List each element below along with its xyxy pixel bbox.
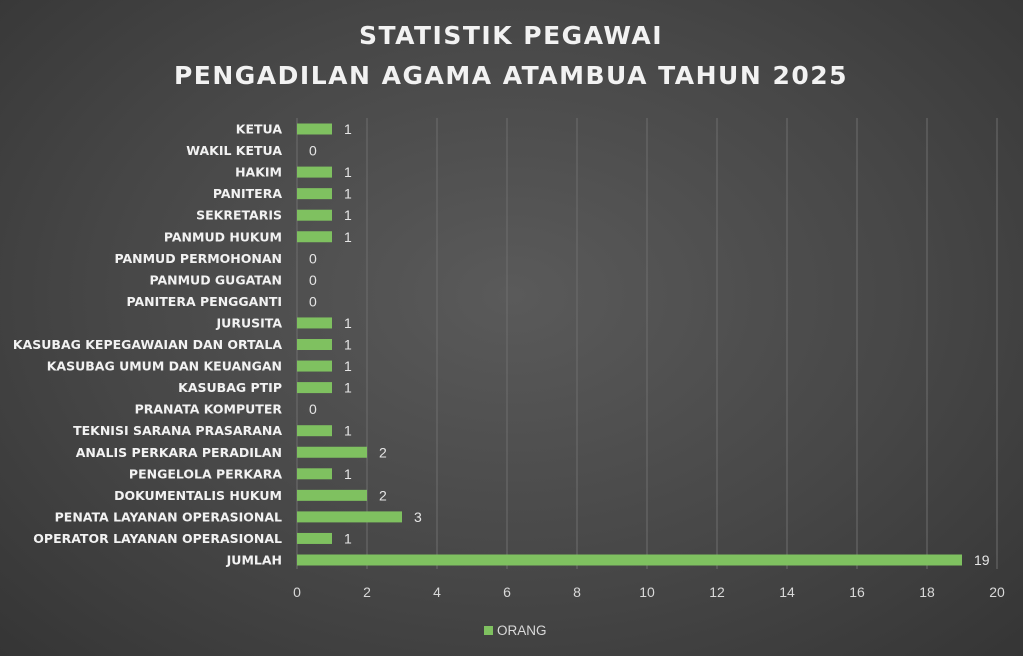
data-label-13: 0 xyxy=(309,401,317,417)
category-label-13: PRANATA KOMPUTER xyxy=(135,402,283,417)
bar-12 xyxy=(297,382,332,394)
data-label-19: 1 xyxy=(344,530,352,546)
category-label-15: ANALIS PERKARA PERADILAN xyxy=(76,445,282,460)
data-label-11: 1 xyxy=(344,358,352,374)
bar-20 xyxy=(297,554,962,566)
bar-18 xyxy=(297,511,402,523)
x-tick-label-20: 20 xyxy=(989,584,1005,600)
data-label-18: 3 xyxy=(414,509,422,525)
category-label-4: SEKRETARIS xyxy=(196,208,282,223)
bar-15 xyxy=(297,446,367,458)
data-label-1: 0 xyxy=(309,143,317,159)
bar-10 xyxy=(297,339,332,350)
bar-11 xyxy=(297,360,332,372)
legend[interactable]: ORANG xyxy=(484,623,547,638)
category-label-17: DOKUMENTALIS HUKUM xyxy=(114,488,282,503)
category-label-1: WAKIL KETUA xyxy=(186,143,282,158)
category-label-20: JUMLAH xyxy=(226,553,282,568)
data-labels: 1 0 1 1 1 1 0 0 0 1 1 1 1 0 1 2 1 2 3 1 19 xyxy=(309,121,990,568)
data-label-14: 1 xyxy=(344,423,352,439)
data-label-20: 19 xyxy=(974,552,990,568)
data-label-6: 0 xyxy=(309,250,317,266)
x-tick-label-4: 4 xyxy=(433,584,441,600)
x-tick-label-0: 0 xyxy=(293,584,301,600)
bars xyxy=(297,123,962,566)
legend-swatch-orang xyxy=(484,626,493,635)
category-label-14: TEKNISI SARANA PRASARANA xyxy=(73,423,282,438)
category-label-16: PENGELOLA PERKARA xyxy=(129,466,282,481)
legend-label-orang: ORANG xyxy=(497,623,547,638)
category-label-11: KASUBAG UMUM DAN KEUANGAN xyxy=(47,359,282,374)
category-label-0: KETUA xyxy=(236,122,283,137)
category-label-2: HAKIM xyxy=(235,165,282,180)
data-label-4: 1 xyxy=(344,207,352,223)
x-tick-label-2: 2 xyxy=(363,584,371,600)
category-label-6: PANMUD PERMOHONAN xyxy=(114,251,282,266)
x-tick-label-8: 8 xyxy=(573,584,581,600)
category-label-19: OPERATOR LAYANAN OPERASIONAL xyxy=(33,531,282,546)
bar-16 xyxy=(297,468,332,480)
chart-title-line-1: STATISTIK PEGAWAI xyxy=(359,21,663,50)
data-label-10: 1 xyxy=(344,337,352,353)
bar-9 xyxy=(297,317,332,329)
bar-14 xyxy=(297,425,332,437)
bar-19 xyxy=(297,532,332,544)
data-label-15: 2 xyxy=(379,444,387,460)
data-label-0: 1 xyxy=(344,121,352,137)
bar-4 xyxy=(297,209,332,221)
data-label-2: 1 xyxy=(344,164,352,180)
category-label-12: KASUBAG PTIP xyxy=(178,380,282,395)
x-tick-label-18: 18 xyxy=(919,584,935,600)
chart-title-line-2: PENGADILAN AGAMA ATAMBUA TAHUN 2025 xyxy=(174,61,848,90)
x-tick-label-10: 10 xyxy=(639,584,655,600)
category-label-9: JURUSITA xyxy=(216,315,283,330)
bar-3 xyxy=(297,188,332,200)
x-tick-label-14: 14 xyxy=(779,584,795,600)
data-label-5: 1 xyxy=(344,229,352,245)
category-label-8: PANITERA PENGGANTI xyxy=(126,294,282,309)
data-label-17: 2 xyxy=(379,487,387,503)
bar-5 xyxy=(297,231,332,243)
data-label-8: 0 xyxy=(309,293,317,309)
bar-17 xyxy=(297,489,367,501)
x-tick-label-16: 16 xyxy=(849,584,865,600)
data-label-7: 0 xyxy=(309,272,317,288)
category-label-3: PANITERA xyxy=(213,186,282,201)
bar-0 xyxy=(297,123,332,135)
category-labels: KETUA WAKIL KETUA HAKIM PANITERA SEKRETARIS P… xyxy=(13,122,282,568)
category-label-10: KASUBAG KEPEGAWAIAN DAN ORTALA xyxy=(13,337,282,352)
data-label-16: 1 xyxy=(344,466,352,482)
chart-title: STATISTIK PEGAWAI PENGADILAN AGAMA ATAMBU… xyxy=(174,21,848,90)
bar-2 xyxy=(297,166,332,178)
data-label-9: 1 xyxy=(344,315,352,331)
gridlines xyxy=(296,118,998,569)
x-tick-label-6: 6 xyxy=(503,584,511,600)
category-label-5: PANMUD HUKUM xyxy=(164,229,282,244)
data-label-3: 1 xyxy=(344,186,352,202)
data-label-12: 1 xyxy=(344,380,352,396)
x-tick-label-12: 12 xyxy=(709,584,725,600)
category-label-18: PENATA LAYANAN OPERASIONAL xyxy=(55,509,282,524)
category-label-7: PANMUD GUGATAN xyxy=(149,272,282,287)
x-axis-ticks: 0 2 4 6 8 10 12 14 16 18 20 xyxy=(293,584,1005,600)
